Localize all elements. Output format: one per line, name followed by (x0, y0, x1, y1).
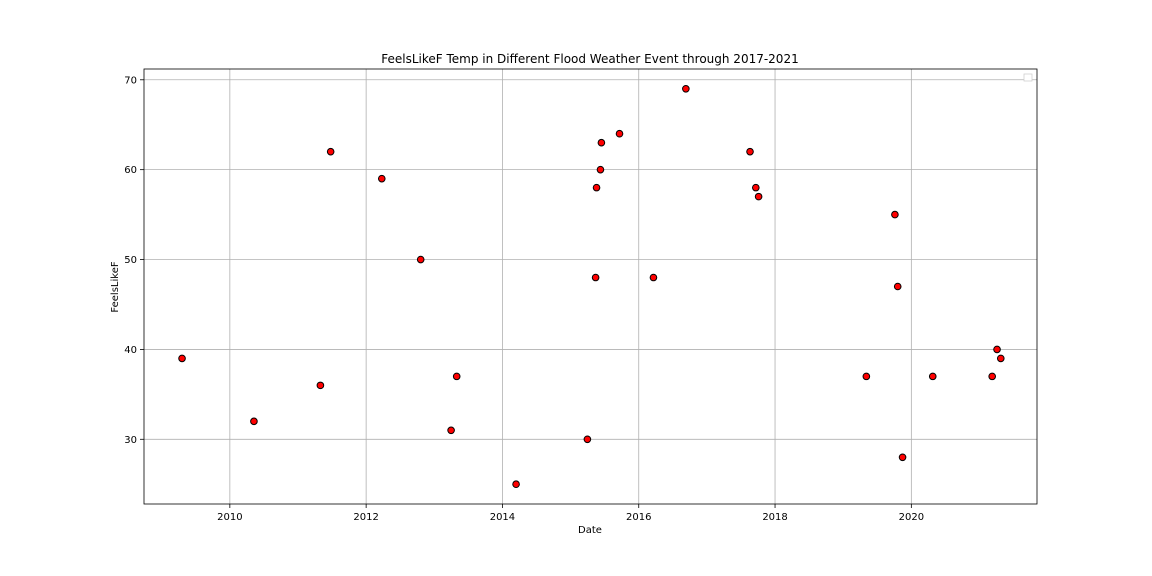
scatter-point (591, 273, 600, 282)
scatter-point (447, 426, 455, 435)
scatter-point (512, 480, 520, 489)
x-tick-label: 2018 (762, 512, 787, 523)
scatter-point (416, 255, 425, 264)
x-tick-label: 2012 (353, 512, 378, 523)
scatter-point (178, 354, 186, 363)
scatter-point (326, 147, 335, 156)
scatter-point (752, 183, 760, 192)
point-layer (178, 84, 1005, 489)
scatter-point (682, 84, 690, 93)
scatter-point (862, 372, 871, 381)
scatter-point (996, 354, 1005, 363)
grid-layer (144, 69, 1037, 504)
scatter-point (649, 273, 658, 282)
scatter-point (592, 183, 601, 192)
x-tick-label: 2016 (626, 512, 651, 523)
scatter-point (316, 381, 325, 390)
scatter-point (928, 372, 937, 381)
scatter-point (993, 345, 1001, 354)
chart-title: FeelsLikeF Temp in Different Flood Weath… (381, 52, 798, 66)
x-axis-label: Date (578, 525, 602, 536)
scatter-point (596, 165, 605, 174)
scatter-point (583, 435, 592, 444)
scatter-point (754, 192, 763, 201)
scatter-point (988, 372, 996, 381)
y-tick-label: 60 (124, 165, 137, 176)
scatter-point (377, 174, 386, 183)
scatter-point (746, 147, 754, 156)
scatter-point (615, 129, 624, 138)
y-tick-label: 50 (124, 255, 137, 266)
y-tick-label: 70 (124, 75, 137, 86)
plot-frame (143, 68, 1038, 505)
x-tick-label: 2010 (217, 512, 242, 523)
x-tick-label: 2020 (899, 512, 924, 523)
y-axis-label: FeelsLikeF (110, 261, 121, 312)
scatter-point (893, 282, 902, 291)
scatter-point (597, 138, 606, 147)
scatter-point (898, 453, 907, 462)
scatter-point (891, 210, 899, 219)
x-tick-label: 2014 (490, 512, 515, 523)
y-tick-label: 30 (124, 435, 137, 446)
legend-box (1023, 73, 1033, 82)
y-tick-label: 40 (124, 345, 137, 356)
scatter-point (452, 372, 461, 381)
tick-layer: 2010 2012 2014 2016 2018 2020 30 40 50 60 70 (124, 75, 924, 523)
scatter-point (250, 417, 258, 426)
